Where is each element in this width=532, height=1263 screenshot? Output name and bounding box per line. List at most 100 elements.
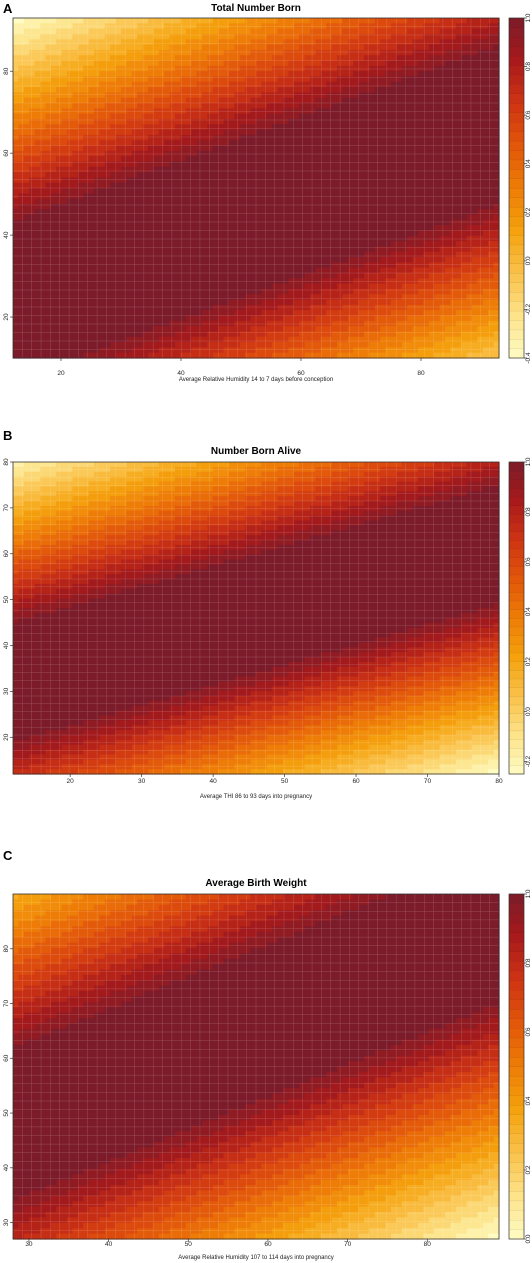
heat-cell: [364, 262, 370, 268]
heat-cell: [99, 257, 105, 263]
heat-cell: [229, 39, 235, 45]
heat-cell: [413, 103, 419, 109]
heat-cell: [375, 92, 381, 98]
heat-cell: [164, 82, 170, 88]
heat-cell: [218, 262, 224, 268]
heat-cell: [251, 140, 257, 146]
heat-cell: [272, 156, 278, 162]
heat-cell: [305, 103, 311, 109]
heat-cell: [294, 87, 300, 93]
heat-cell: [353, 273, 359, 279]
heat-cell: [24, 209, 30, 215]
heat-cell: [186, 305, 192, 311]
heat-cell: [267, 167, 273, 173]
heat-cell: [170, 252, 176, 258]
heat-cell: [137, 305, 143, 311]
heat-cell: [35, 300, 41, 306]
heat-cell: [407, 215, 413, 221]
heat-cell: [153, 241, 159, 247]
heat-cell: [332, 39, 338, 45]
heat-cell: [396, 39, 402, 45]
heat-cell: [332, 231, 338, 237]
heat-cell: [213, 326, 219, 332]
heat-cell: [105, 130, 111, 136]
heat-cell: [353, 284, 359, 290]
heat-cell: [229, 146, 235, 152]
heat-cell: [386, 29, 392, 35]
heat-cell: [413, 82, 419, 88]
heat-cell: [164, 225, 170, 231]
heat-cell: [407, 146, 413, 152]
heat-cell: [202, 156, 208, 162]
heat-cell: [261, 45, 267, 51]
heat-cell: [402, 29, 408, 35]
heat-cell: [218, 140, 224, 146]
heat-cell: [369, 225, 375, 231]
heat-cell: [418, 135, 424, 141]
heat-cell: [224, 55, 230, 61]
heat-cell: [380, 257, 386, 263]
heat-cell: [369, 241, 375, 247]
heat-cell: [143, 135, 149, 141]
heat-cell: [105, 50, 111, 56]
heat-cell: [191, 337, 197, 343]
heat-cell: [429, 50, 435, 56]
heat-cell: [202, 284, 208, 290]
heat-cell: [164, 103, 170, 109]
heat-cell: [261, 347, 267, 353]
heat-cell: [202, 305, 208, 311]
heat-cell: [353, 262, 359, 268]
heat-cell: [191, 273, 197, 279]
heat-cell: [369, 305, 375, 311]
heat-cell: [24, 98, 30, 104]
heat-cell: [132, 273, 138, 279]
heat-cell: [13, 252, 19, 258]
heat-cell: [153, 337, 159, 343]
heat-cell: [89, 342, 95, 348]
heat-cell: [240, 305, 246, 311]
heat-cell: [110, 146, 116, 152]
heat-cell: [224, 124, 230, 130]
heat-cell: [116, 167, 122, 173]
heat-cell: [229, 172, 235, 178]
heat-cell: [278, 215, 284, 221]
heat-cell: [386, 177, 392, 183]
heat-cell: [143, 215, 149, 221]
heat-cell: [175, 114, 181, 120]
heat-cell: [116, 146, 122, 152]
heat-cell: [348, 268, 354, 274]
heat-cell: [24, 130, 30, 136]
heat-cell: [105, 135, 111, 141]
heat-cell: [121, 18, 127, 24]
heat-cell: [224, 140, 230, 146]
heat-cell: [315, 347, 321, 353]
heat-cell: [240, 146, 246, 152]
heat-cell: [386, 342, 392, 348]
heat-cell: [240, 87, 246, 93]
heat-cell: [89, 337, 95, 343]
heat-cell: [359, 347, 365, 353]
heat-cell: [272, 167, 278, 173]
heat-cell: [418, 262, 424, 268]
heat-cell: [78, 316, 84, 322]
heat-cell: [278, 18, 284, 24]
heat-cell: [153, 209, 159, 215]
heat-cell: [35, 199, 41, 205]
heat-cell: [353, 209, 359, 215]
heat-cell: [164, 124, 170, 130]
heat-cell: [315, 140, 321, 146]
heat-cell: [24, 252, 30, 258]
heat-cell: [29, 55, 35, 61]
heat-cell: [326, 45, 332, 51]
heat-cell: [353, 103, 359, 109]
heat-cell: [224, 183, 230, 189]
heat-cell: [364, 310, 370, 316]
heat-cell: [110, 337, 116, 343]
heat-cell: [62, 124, 68, 130]
heat-cell: [164, 183, 170, 189]
heat-cell: [413, 92, 419, 98]
heat-cell: [83, 87, 89, 93]
heat-cell: [402, 135, 408, 141]
heat-cell: [229, 50, 235, 56]
heat-cell: [267, 135, 273, 141]
